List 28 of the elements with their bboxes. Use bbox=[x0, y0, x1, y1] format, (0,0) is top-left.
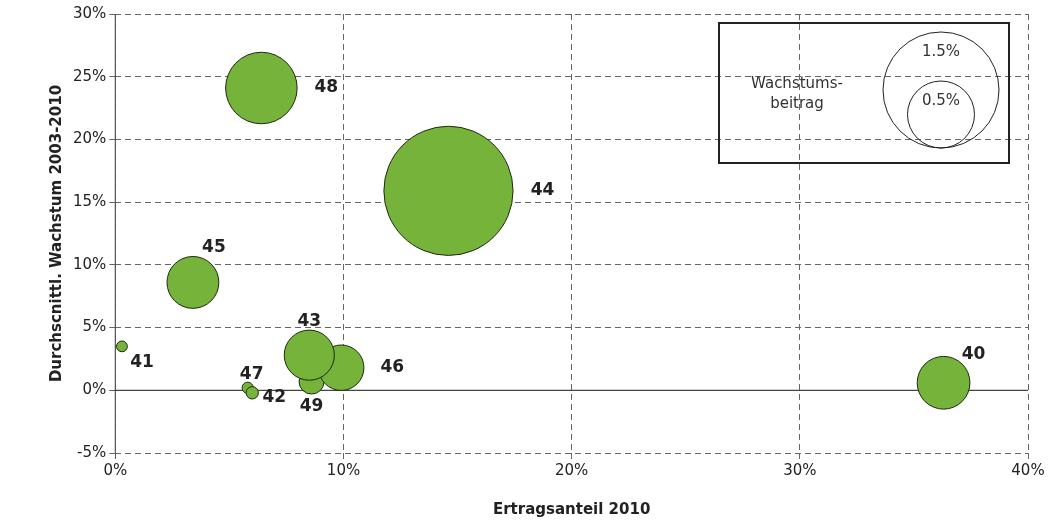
y-tick-label: -5% bbox=[77, 442, 107, 461]
legend-title: Wachstums-beitrag bbox=[750, 73, 844, 113]
series-label: 40 bbox=[961, 343, 986, 364]
x-tick-label: 30% bbox=[783, 460, 817, 479]
y-tick-label: 30% bbox=[73, 3, 107, 22]
series-label: 47 bbox=[239, 363, 264, 384]
legend-label: 1.5% bbox=[921, 41, 961, 60]
y-tick-label: 0% bbox=[82, 380, 107, 399]
series-label: 49 bbox=[299, 394, 324, 415]
series-label: 48 bbox=[314, 76, 339, 97]
x-tick-label: 0% bbox=[103, 460, 128, 479]
x-axis-title: Ertragsanteil 2010 bbox=[492, 499, 651, 518]
y-tick-label: 20% bbox=[73, 129, 107, 148]
series-label: 43 bbox=[297, 309, 322, 330]
y-tick-label: 10% bbox=[73, 254, 107, 273]
series-label: 44 bbox=[530, 179, 555, 200]
series-label: 42 bbox=[262, 386, 287, 407]
legend-label: 0.5% bbox=[921, 90, 961, 109]
x-tick-label: 20% bbox=[555, 460, 589, 479]
y-axis-title: Durchscnittl. Wachstum 2003-2010 bbox=[46, 84, 65, 383]
series-label: 46 bbox=[380, 356, 405, 377]
y-tick-label: 5% bbox=[82, 317, 107, 336]
x-tick-label: 40% bbox=[1011, 460, 1045, 479]
series-label: 41 bbox=[130, 350, 154, 371]
series-label: 45 bbox=[202, 235, 226, 256]
y-tick-label: 15% bbox=[73, 192, 107, 211]
y-tick-label: 25% bbox=[73, 66, 107, 85]
x-tick-label: 10% bbox=[326, 460, 361, 479]
